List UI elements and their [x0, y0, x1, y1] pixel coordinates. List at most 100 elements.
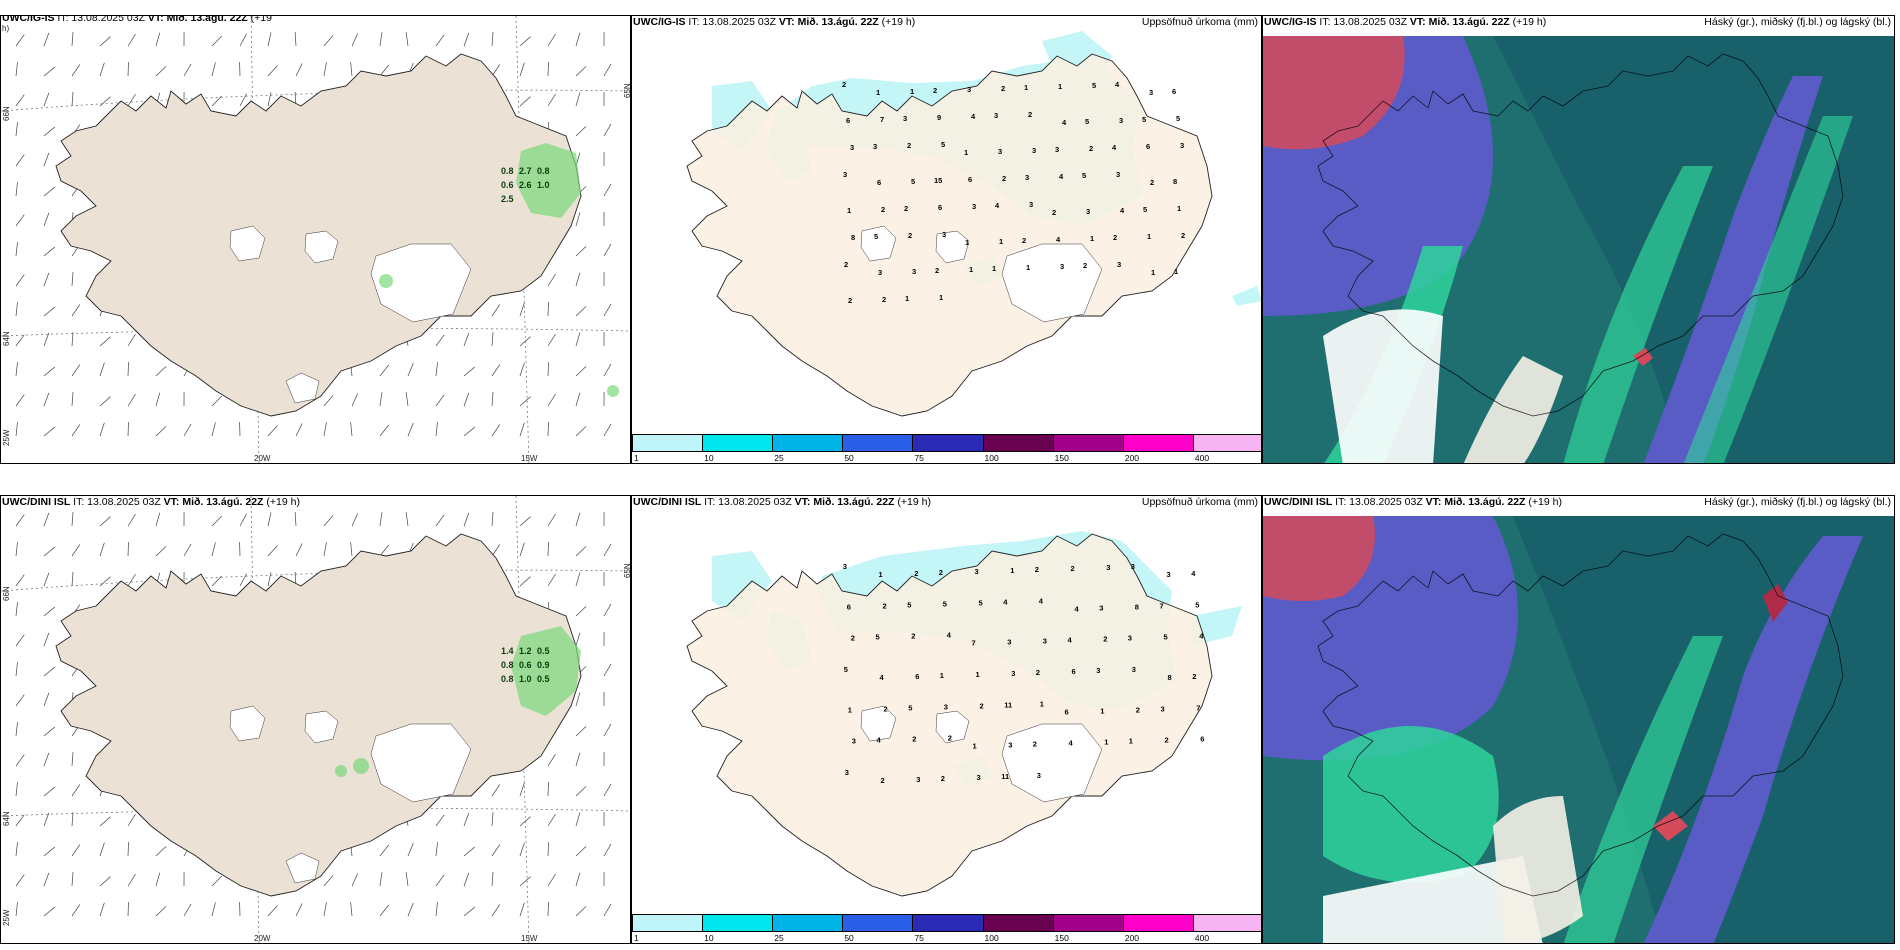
wind-barb: [43, 392, 50, 407]
wind-barb: [575, 786, 587, 797]
precip-value: 2: [935, 266, 939, 275]
wind-barb: [295, 543, 303, 557]
precip-value: 1: [1058, 82, 1062, 91]
precip-value: 8: [1168, 673, 1172, 682]
low-cloud-band-2: [1563, 636, 1723, 943]
wind-barb: [43, 906, 55, 917]
valid-label: VT:: [1425, 496, 1442, 508]
valid-time: Mið. 13.ágú. 22Z: [797, 16, 879, 28]
wind-barb: [575, 212, 581, 227]
high-cloud-red-small: [1633, 348, 1653, 366]
wind-barb: [491, 304, 501, 317]
wind-barb: [547, 61, 549, 77]
wind-barb: [71, 844, 81, 857]
panel-header: UWC/DINI ISL IT: 13.08.2025 03Z VT: Mið.…: [2, 496, 300, 509]
wind-barb: [43, 366, 55, 377]
wind-barb: [491, 364, 501, 377]
precip-value: 6: [915, 672, 919, 681]
wind-map-top: [1, 16, 630, 463]
precip-value: 2: [884, 704, 888, 713]
wind-barb: [603, 843, 612, 857]
wind-barb: [435, 814, 445, 827]
wind-barb: [211, 62, 216, 77]
wind-barb: [407, 422, 414, 437]
wind-barb: [43, 606, 55, 617]
wind-barb: [491, 424, 501, 437]
precip-value: 6: [877, 178, 881, 187]
precip-value: 4: [877, 736, 882, 745]
wind-barb: [127, 421, 129, 437]
wind-barb: [603, 903, 612, 917]
wind-barb: [211, 422, 216, 437]
colorbar-level: 25: [774, 453, 784, 463]
wind-barb: [155, 426, 167, 437]
wind-barb: [155, 906, 167, 917]
wind-barb: [603, 783, 612, 797]
precip-value: 8: [1173, 177, 1177, 186]
wind-barb: [295, 903, 303, 917]
wind-speed-value: 1.0: [519, 674, 532, 684]
wind-barb: [405, 512, 409, 527]
colorbar-swatch: [1122, 435, 1193, 451]
wind-barb: [43, 332, 50, 347]
precip-value: 2: [881, 205, 885, 214]
wind-barb: [15, 362, 18, 377]
wind-speed-value: 2.5: [501, 194, 514, 204]
precip-value: 6: [1065, 707, 1069, 716]
panel-top-right-clouds: UWC/IG-IS IT: 13.08.2025 03Z VT: Mið. 13…: [1262, 15, 1895, 464]
glaciers: [229, 225, 472, 404]
wind-barb: [155, 512, 161, 527]
precip-value: 6: [1072, 667, 1076, 676]
precip-value: 6: [846, 116, 850, 125]
precip-value: 2: [914, 569, 918, 578]
wind-barb: [71, 64, 81, 77]
precip-value: 4: [1039, 596, 1044, 605]
wind-barb: [71, 92, 74, 107]
wind-barb: [127, 33, 136, 47]
wind-barb: [43, 846, 55, 857]
init-time: IT: 13.08.2025 03Z: [57, 15, 145, 24]
wind-barb: [575, 632, 581, 647]
wind-barb: [211, 395, 223, 407]
wind-barb: [407, 902, 414, 917]
wind-barb: [379, 544, 389, 557]
precip-value: 2: [842, 80, 846, 89]
colorbar-swatch: [632, 435, 703, 451]
wind-barb: [491, 784, 501, 797]
colorbar-swatch: [842, 915, 913, 931]
wind-barb: [71, 872, 74, 887]
precip-value: 1: [1090, 234, 1094, 243]
wind-speed-value: 0.6: [501, 180, 514, 190]
wind-barb: [43, 246, 55, 257]
precip-value-labels: 21 1 2 3 2 1 1 5 43 66 7 3 9 4 3 24 5 3 5 53 3 2 51 3 3 3 2 4 6 336 5 1…: [842, 80, 1185, 305]
wind-barb: [519, 782, 525, 797]
precip-value: 3: [1116, 170, 1120, 179]
wind-barb: [99, 842, 105, 857]
precip-value: 3: [1032, 146, 1036, 155]
precip-value: 5: [1195, 600, 1199, 609]
precip-value: 3: [967, 85, 971, 94]
wind-barb: [99, 516, 111, 527]
precip-value: 2: [1136, 705, 1140, 714]
valid-label: VT:: [794, 496, 811, 508]
wind-barb: [127, 513, 136, 527]
precip-value: 4: [1191, 569, 1196, 578]
wind-barb: [71, 904, 81, 917]
precip-value: 1: [976, 670, 980, 679]
wind-barb: [99, 876, 111, 887]
wind-barb: [491, 392, 494, 407]
wind-barb: [463, 366, 475, 377]
precip-value: 1: [1151, 268, 1155, 277]
wind-speed-value: 0.8: [501, 660, 514, 670]
wind-barb: [547, 901, 549, 917]
wind-barb: [323, 542, 327, 557]
wind-barb: [211, 902, 216, 917]
precip-value: 3: [1128, 634, 1132, 643]
wind-barb: [323, 902, 327, 917]
wind-barb: [155, 366, 167, 377]
precip-value: 5: [1092, 81, 1096, 90]
glaciers: [860, 705, 1103, 803]
precip-value: 3: [972, 202, 976, 211]
wind-barb: [575, 846, 587, 857]
precip-value: 4: [995, 201, 1000, 210]
